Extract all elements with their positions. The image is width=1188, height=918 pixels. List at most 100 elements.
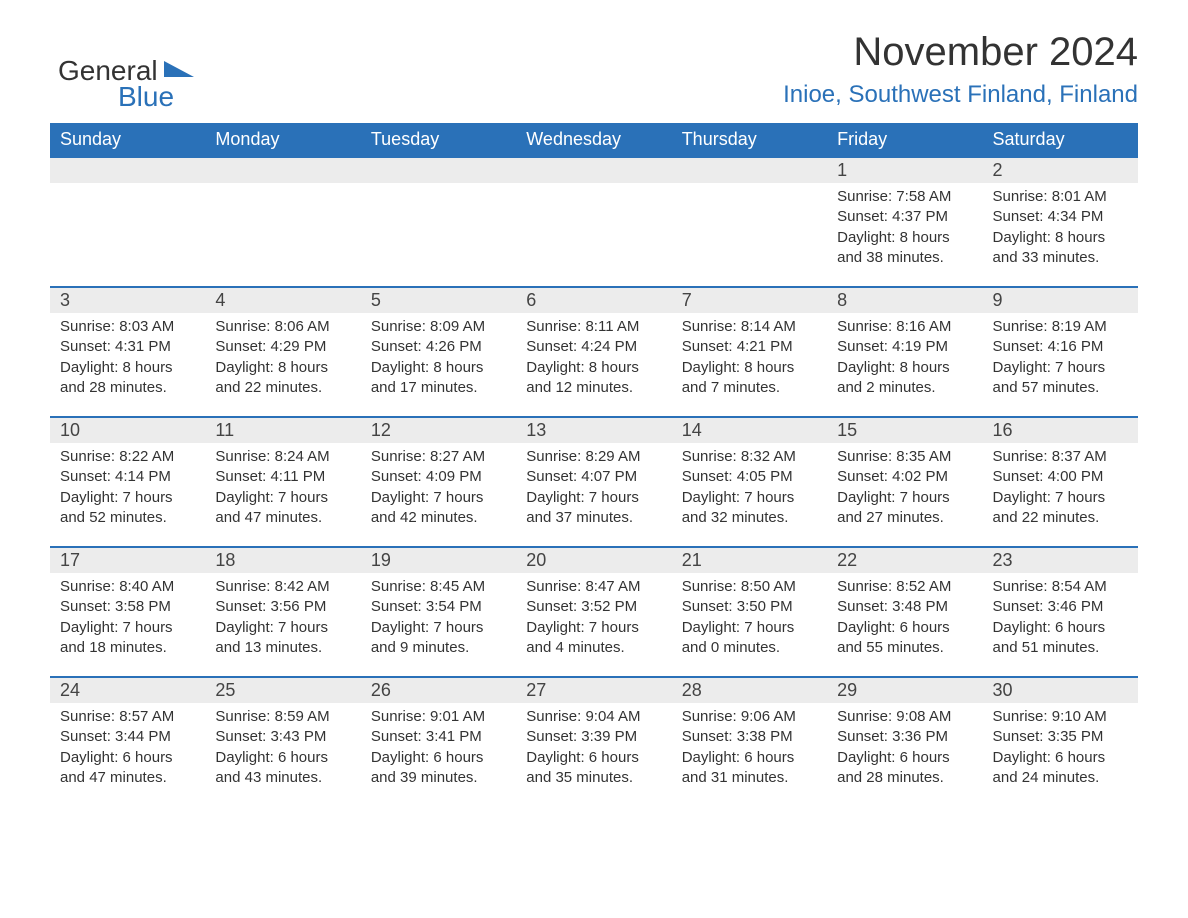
- daylight-text-2: and 7 minutes.: [682, 378, 817, 398]
- calendar-cell: 21Sunrise: 8:50 AMSunset: 3:50 PMDayligh…: [672, 546, 827, 676]
- daylight-text-2: and 43 minutes.: [215, 768, 350, 788]
- day-number: 21: [672, 546, 827, 573]
- daylight-text-2: and 47 minutes.: [215, 508, 350, 528]
- calendar-week: 17Sunrise: 8:40 AMSunset: 3:58 PMDayligh…: [50, 546, 1138, 676]
- location-subtitle: Inioe, Southwest Finland, Finland: [50, 81, 1138, 109]
- col-friday: Friday: [827, 123, 982, 156]
- calendar-cell: [361, 156, 516, 286]
- sunset-text: Sunset: 3:52 PM: [526, 597, 661, 617]
- daylight-text-2: and 28 minutes.: [60, 378, 195, 398]
- sunrise-text: Sunrise: 7:58 AM: [837, 187, 972, 207]
- day-info: Sunrise: 8:19 AMSunset: 4:16 PMDaylight:…: [983, 313, 1138, 408]
- daylight-text-2: and 32 minutes.: [682, 508, 817, 528]
- sunset-text: Sunset: 4:37 PM: [837, 207, 972, 227]
- daylight-text-2: and 51 minutes.: [993, 638, 1128, 658]
- calendar-week: 24Sunrise: 8:57 AMSunset: 3:44 PMDayligh…: [50, 676, 1138, 806]
- sunset-text: Sunset: 4:05 PM: [682, 467, 817, 487]
- day-info: Sunrise: 7:58 AMSunset: 4:37 PMDaylight:…: [827, 183, 982, 278]
- day-number: 22: [827, 546, 982, 573]
- day-info: Sunrise: 8:11 AMSunset: 4:24 PMDaylight:…: [516, 313, 671, 408]
- day-info: Sunrise: 8:24 AMSunset: 4:11 PMDaylight:…: [205, 443, 360, 538]
- calendar-cell: 29Sunrise: 9:08 AMSunset: 3:36 PMDayligh…: [827, 676, 982, 806]
- sunrise-text: Sunrise: 8:40 AM: [60, 577, 195, 597]
- sunset-text: Sunset: 3:35 PM: [993, 727, 1128, 747]
- calendar-body: 1Sunrise: 7:58 AMSunset: 4:37 PMDaylight…: [50, 156, 1138, 806]
- sunset-text: Sunset: 4:21 PM: [682, 337, 817, 357]
- daylight-text-1: Daylight: 6 hours: [682, 748, 817, 768]
- day-info: Sunrise: 8:45 AMSunset: 3:54 PMDaylight:…: [361, 573, 516, 668]
- sunset-text: Sunset: 4:00 PM: [993, 467, 1128, 487]
- calendar-cell: 26Sunrise: 9:01 AMSunset: 3:41 PMDayligh…: [361, 676, 516, 806]
- day-number: 14: [672, 416, 827, 443]
- sunset-text: Sunset: 3:38 PM: [682, 727, 817, 747]
- day-info: Sunrise: 8:52 AMSunset: 3:48 PMDaylight:…: [827, 573, 982, 668]
- sunset-text: Sunset: 3:44 PM: [60, 727, 195, 747]
- day-number: 26: [361, 676, 516, 703]
- sunrise-text: Sunrise: 8:22 AM: [60, 447, 195, 467]
- sunrise-text: Sunrise: 8:59 AM: [215, 707, 350, 727]
- day-info: Sunrise: 8:32 AMSunset: 4:05 PMDaylight:…: [672, 443, 827, 538]
- logo: General Blue: [58, 55, 194, 113]
- day-info: Sunrise: 8:50 AMSunset: 3:50 PMDaylight:…: [672, 573, 827, 668]
- daylight-text-2: and 4 minutes.: [526, 638, 661, 658]
- day-info: Sunrise: 8:16 AMSunset: 4:19 PMDaylight:…: [827, 313, 982, 408]
- daylight-text-1: Daylight: 7 hours: [371, 488, 506, 508]
- header: November 2024 Inioe, Southwest Finland, …: [50, 30, 1138, 109]
- day-number: 18: [205, 546, 360, 573]
- daylight-text-1: Daylight: 7 hours: [371, 618, 506, 638]
- calendar-cell: [516, 156, 671, 286]
- sunrise-text: Sunrise: 9:04 AM: [526, 707, 661, 727]
- daylight-text-1: Daylight: 6 hours: [60, 748, 195, 768]
- sunrise-text: Sunrise: 8:19 AM: [993, 317, 1128, 337]
- sunrise-text: Sunrise: 9:08 AM: [837, 707, 972, 727]
- daylight-text-2: and 37 minutes.: [526, 508, 661, 528]
- daylight-text-2: and 28 minutes.: [837, 768, 972, 788]
- sunset-text: Sunset: 3:36 PM: [837, 727, 972, 747]
- calendar-week: 10Sunrise: 8:22 AMSunset: 4:14 PMDayligh…: [50, 416, 1138, 546]
- sunrise-text: Sunrise: 8:29 AM: [526, 447, 661, 467]
- sunrise-text: Sunrise: 8:42 AM: [215, 577, 350, 597]
- calendar-cell: 7Sunrise: 8:14 AMSunset: 4:21 PMDaylight…: [672, 286, 827, 416]
- sunrise-text: Sunrise: 8:01 AM: [993, 187, 1128, 207]
- daylight-text-2: and 57 minutes.: [993, 378, 1128, 398]
- daylight-text-2: and 24 minutes.: [993, 768, 1128, 788]
- sunrise-text: Sunrise: 8:32 AM: [682, 447, 817, 467]
- day-info: Sunrise: 8:22 AMSunset: 4:14 PMDaylight:…: [50, 443, 205, 538]
- calendar-cell: 6Sunrise: 8:11 AMSunset: 4:24 PMDaylight…: [516, 286, 671, 416]
- day-number: 24: [50, 676, 205, 703]
- logo-text-blue: Blue: [118, 81, 194, 113]
- daylight-text-1: Daylight: 8 hours: [371, 358, 506, 378]
- daylight-text-2: and 55 minutes.: [837, 638, 972, 658]
- calendar-cell: 9Sunrise: 8:19 AMSunset: 4:16 PMDaylight…: [983, 286, 1138, 416]
- day-info: Sunrise: 8:14 AMSunset: 4:21 PMDaylight:…: [672, 313, 827, 408]
- calendar-cell: 22Sunrise: 8:52 AMSunset: 3:48 PMDayligh…: [827, 546, 982, 676]
- daylight-text-1: Daylight: 8 hours: [526, 358, 661, 378]
- daylight-text-1: Daylight: 7 hours: [215, 488, 350, 508]
- calendar-cell: 27Sunrise: 9:04 AMSunset: 3:39 PMDayligh…: [516, 676, 671, 806]
- sunset-text: Sunset: 4:02 PM: [837, 467, 972, 487]
- sunrise-text: Sunrise: 8:45 AM: [371, 577, 506, 597]
- col-saturday: Saturday: [983, 123, 1138, 156]
- daylight-text-2: and 42 minutes.: [371, 508, 506, 528]
- calendar-cell: 24Sunrise: 8:57 AMSunset: 3:44 PMDayligh…: [50, 676, 205, 806]
- calendar-cell: 10Sunrise: 8:22 AMSunset: 4:14 PMDayligh…: [50, 416, 205, 546]
- day-number: 25: [205, 676, 360, 703]
- day-number: 3: [50, 286, 205, 313]
- sunrise-text: Sunrise: 9:10 AM: [993, 707, 1128, 727]
- day-info: Sunrise: 9:10 AMSunset: 3:35 PMDaylight:…: [983, 703, 1138, 798]
- day-number: 7: [672, 286, 827, 313]
- daylight-text-2: and 17 minutes.: [371, 378, 506, 398]
- day-number: 20: [516, 546, 671, 573]
- day-info: Sunrise: 9:01 AMSunset: 3:41 PMDaylight:…: [361, 703, 516, 798]
- daylight-text-1: Daylight: 8 hours: [60, 358, 195, 378]
- daylight-text-1: Daylight: 6 hours: [837, 748, 972, 768]
- calendar-cell: [205, 156, 360, 286]
- day-info: Sunrise: 8:35 AMSunset: 4:02 PMDaylight:…: [827, 443, 982, 538]
- daylight-text-2: and 39 minutes.: [371, 768, 506, 788]
- day-info: Sunrise: 8:47 AMSunset: 3:52 PMDaylight:…: [516, 573, 671, 668]
- col-tuesday: Tuesday: [361, 123, 516, 156]
- day-info: Sunrise: 8:57 AMSunset: 3:44 PMDaylight:…: [50, 703, 205, 798]
- day-number: 2: [983, 156, 1138, 183]
- day-number: 13: [516, 416, 671, 443]
- day-number-bar: [361, 156, 516, 183]
